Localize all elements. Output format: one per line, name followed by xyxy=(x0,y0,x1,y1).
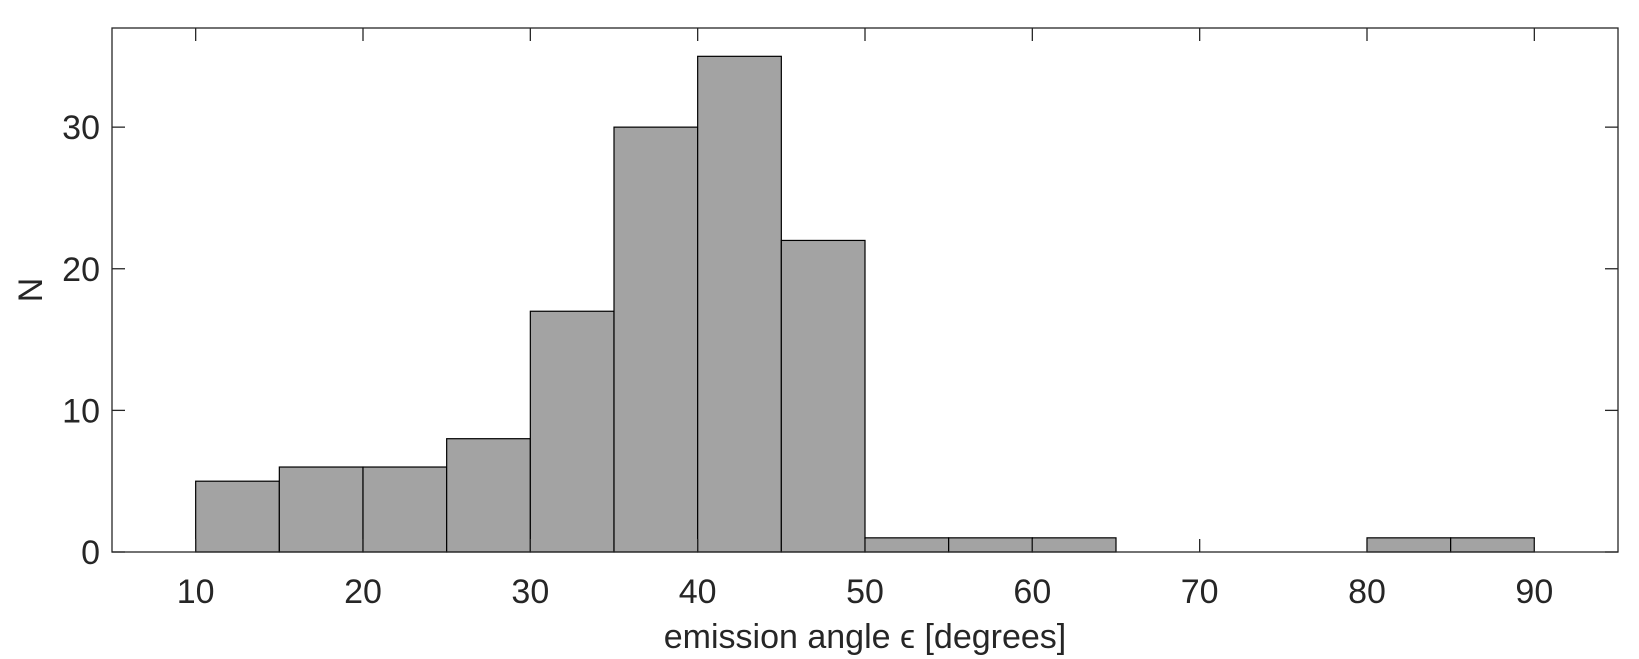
histogram-bar xyxy=(278,466,364,553)
x-tick-label: 10 xyxy=(177,573,215,611)
y-tick-label: 30 xyxy=(62,109,100,147)
histogram-bar xyxy=(697,55,782,553)
y-axis-label: N xyxy=(12,278,50,303)
x-tick-label: 20 xyxy=(344,573,382,611)
x-tick-label: 80 xyxy=(1348,573,1386,611)
bars-layer xyxy=(195,55,1535,553)
histogram-bar xyxy=(1031,537,1117,553)
x-tick-label: 90 xyxy=(1515,573,1553,611)
x-tick-label: 50 xyxy=(846,573,884,611)
y-tick-label: 10 xyxy=(62,392,100,430)
histogram-bar xyxy=(1450,537,1535,553)
histogram-bar xyxy=(613,126,699,553)
x-tick-label: 30 xyxy=(511,573,549,611)
histogram-bar xyxy=(780,239,866,553)
ticks-layer: 10 20 30 40 50 60 70 80 90 0 10 20 30 xyxy=(62,28,1618,611)
x-tick-label: 60 xyxy=(1013,573,1051,611)
y-tick-label: 20 xyxy=(62,251,100,289)
x-axis-label: emission angle ϵ [degrees] xyxy=(664,618,1066,656)
histogram-bar xyxy=(529,310,615,553)
histogram-bar xyxy=(864,537,950,553)
histogram-bar xyxy=(446,438,531,553)
histogram-bar xyxy=(195,480,280,553)
histogram-bar xyxy=(362,466,448,553)
histogram-bar xyxy=(948,537,1033,553)
histogram-bar xyxy=(1366,537,1452,553)
x-tick-label: 70 xyxy=(1181,573,1219,611)
x-tick-label: 40 xyxy=(679,573,717,611)
y-tick-label: 0 xyxy=(81,534,100,572)
